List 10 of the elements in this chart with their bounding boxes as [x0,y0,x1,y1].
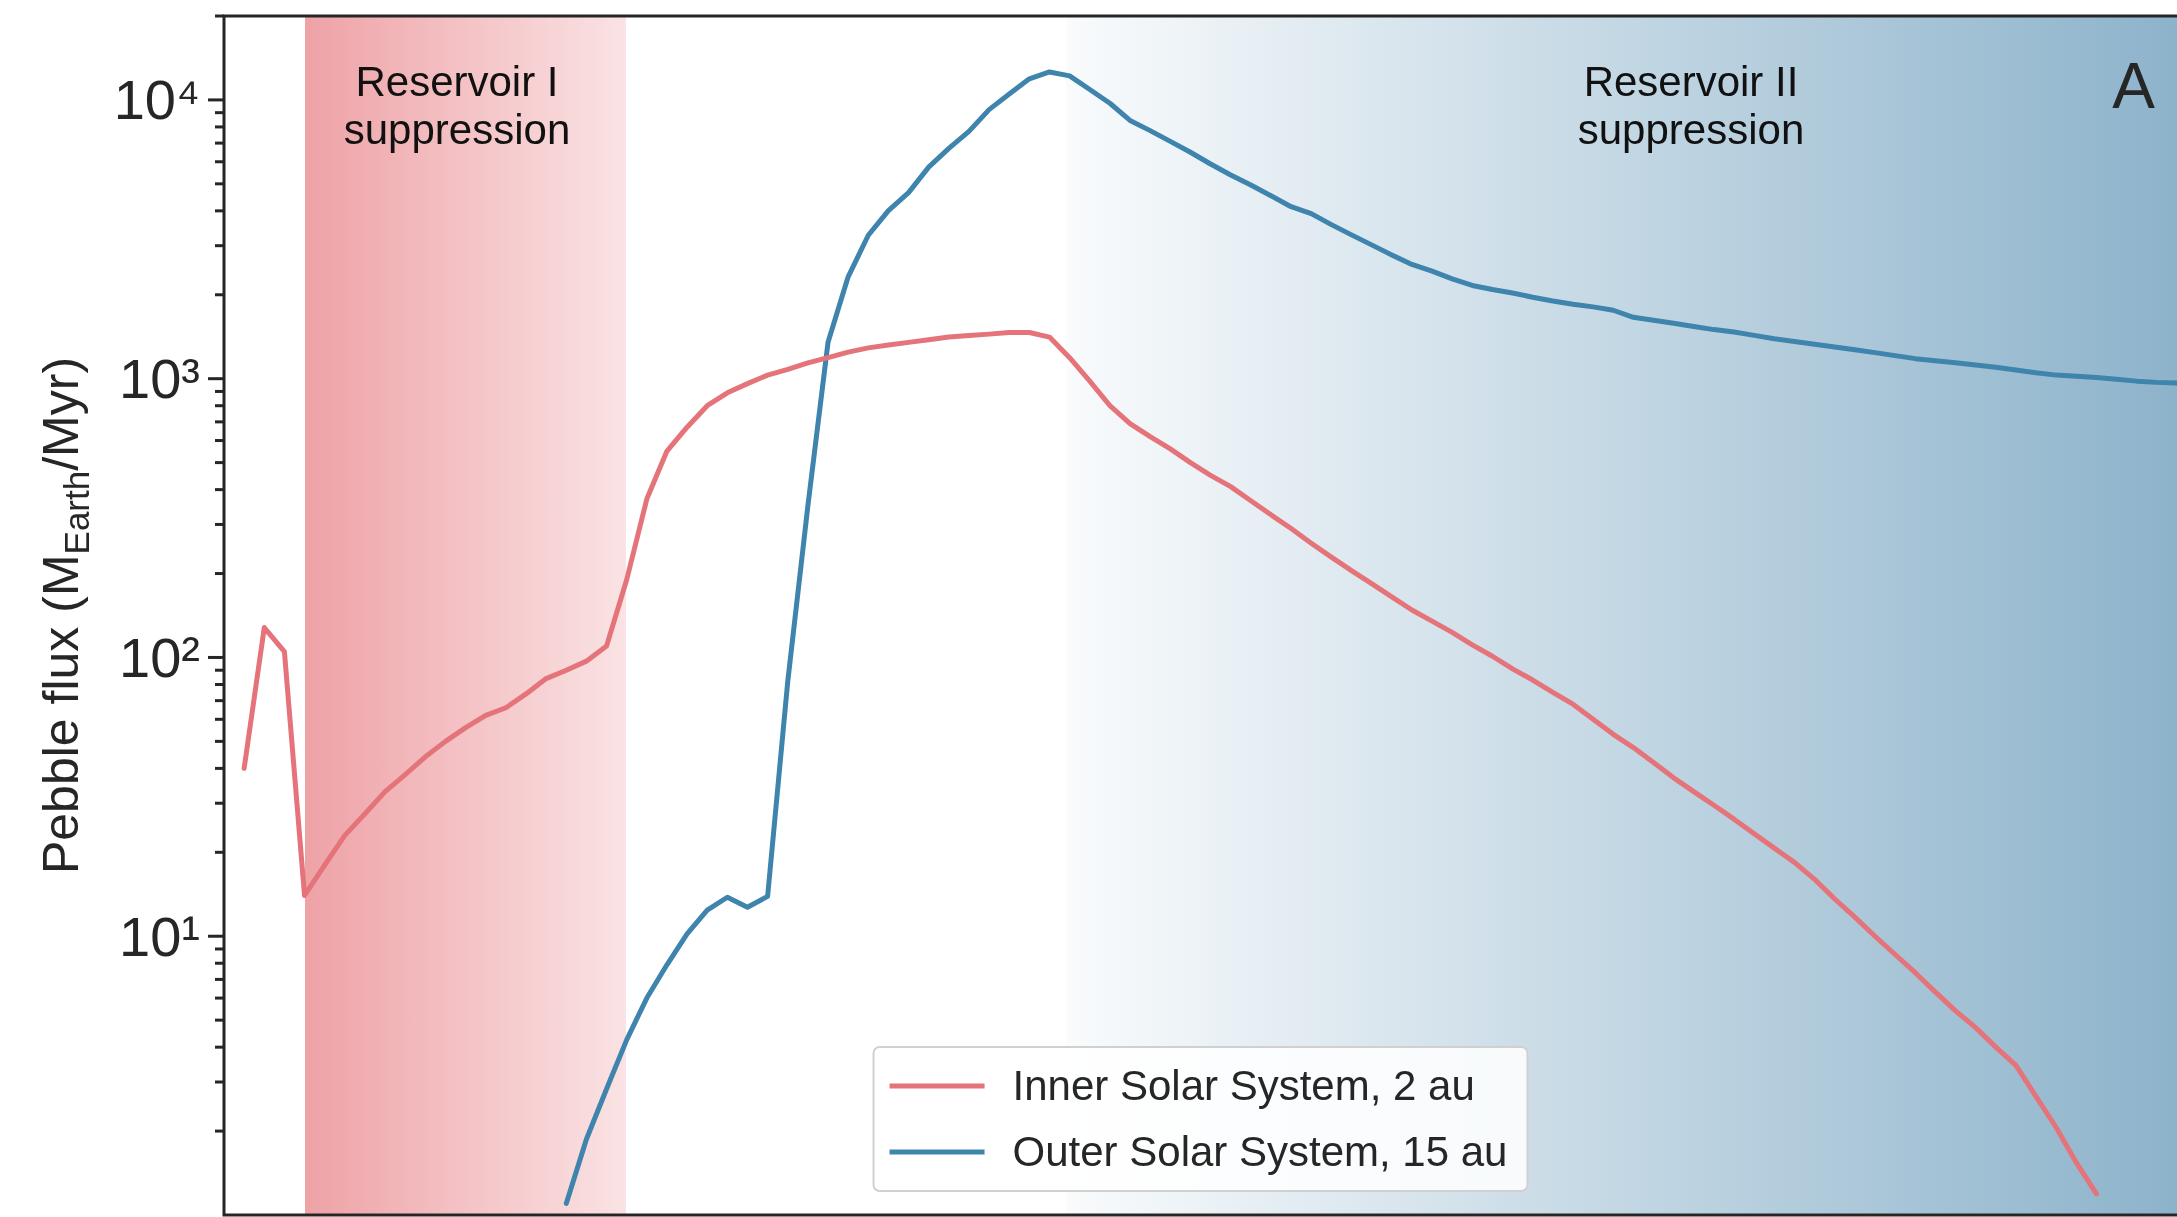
legend-label: Outer Solar System, 15 au [1012,1127,1508,1175]
y-axis-title: Pebble flux (MEarth/Myr) [33,356,96,875]
y-tick-label: 10¹ [119,904,200,968]
legend-label: Inner Solar System, 2 au [1012,1061,1475,1109]
y-tick-label: 10² [119,625,200,689]
annotation: A [2112,50,2156,122]
y-tick-label: 10⁴ [113,68,200,132]
annotation: Reservoir I suppression [343,58,571,153]
y-tick-label: 10³ [119,347,200,411]
annotation: Reservoir II suppression [1577,58,1805,153]
